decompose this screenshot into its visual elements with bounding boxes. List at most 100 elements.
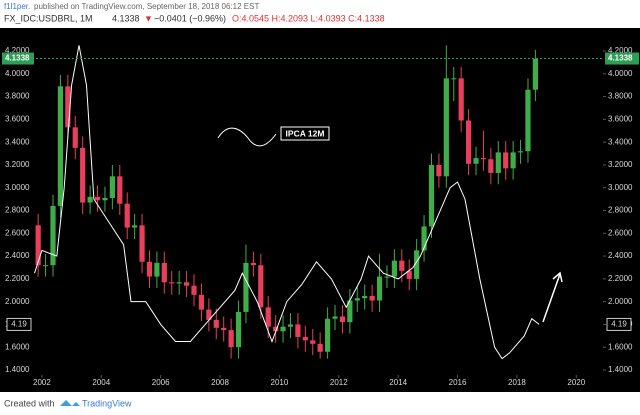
candle-body bbox=[317, 343, 323, 352]
candle-body bbox=[362, 295, 368, 299]
candle-body bbox=[347, 300, 353, 323]
candle-body bbox=[310, 340, 316, 344]
y-tick-label: 2.6000 bbox=[608, 228, 633, 237]
header-bar bbox=[0, 0, 640, 28]
y-tick-label: 1.4000 bbox=[5, 365, 30, 374]
y-tick-label: 1.6000 bbox=[5, 342, 30, 351]
candle-body bbox=[183, 282, 190, 286]
ipca-label: 4.19 bbox=[11, 320, 27, 329]
y-tick-label: 3.8000 bbox=[608, 92, 633, 101]
y-tick-label: 4.2000 bbox=[5, 46, 30, 55]
y-tick-label: 2.2000 bbox=[608, 274, 633, 283]
candle-body bbox=[287, 324, 294, 327]
price-label: 4.1338 bbox=[608, 54, 633, 63]
y-tick-label: 4.2000 bbox=[608, 46, 633, 55]
y-tick-label: 3.4000 bbox=[608, 137, 633, 146]
candle-body bbox=[124, 203, 130, 228]
candle-body bbox=[465, 120, 472, 164]
y-tick-label: 3.0000 bbox=[5, 183, 30, 192]
y-tick-label: 3.8000 bbox=[5, 92, 30, 101]
candle-body bbox=[451, 78, 457, 80]
candle-body bbox=[488, 159, 494, 173]
y-tick-label: 3.2000 bbox=[5, 160, 30, 169]
candle-body bbox=[42, 265, 49, 267]
published: published on TradingView.com, September … bbox=[34, 2, 259, 11]
candle-body bbox=[376, 276, 383, 301]
x-tick-label: 2010 bbox=[271, 378, 289, 387]
author[interactable]: f1l1per. bbox=[4, 2, 30, 11]
candle-body bbox=[273, 326, 279, 332]
candle-body bbox=[480, 158, 487, 160]
footer-created: Created with bbox=[4, 398, 55, 408]
y-tick-label: 2.8000 bbox=[5, 206, 30, 215]
y-tick-label: 3.0000 bbox=[608, 183, 633, 192]
candle-body bbox=[414, 250, 420, 279]
candle-body bbox=[221, 327, 227, 331]
candle-body bbox=[391, 260, 397, 277]
price-label: 4.1338 bbox=[5, 54, 30, 63]
candle-body bbox=[154, 262, 160, 277]
candle-body bbox=[421, 226, 427, 251]
y-tick-label: 3.2000 bbox=[608, 160, 633, 169]
candle-body bbox=[198, 294, 205, 310]
candle-body bbox=[94, 196, 101, 201]
candle-body bbox=[354, 298, 360, 301]
candle-body bbox=[428, 164, 435, 227]
candle-body bbox=[458, 78, 464, 121]
candle-body bbox=[258, 265, 264, 308]
candle-body bbox=[503, 152, 509, 169]
candle-body bbox=[176, 282, 182, 284]
annotation-box bbox=[280, 126, 330, 141]
candle-body bbox=[146, 261, 153, 277]
y-tick-label: 2.2000 bbox=[5, 274, 30, 283]
ohlc: O:4.0545 H:4.2093 L:4.0393 C:4.1338 bbox=[232, 13, 385, 23]
candle-body bbox=[473, 158, 479, 164]
change: −0.0401 (−0.96%) bbox=[154, 13, 226, 23]
symbol: FX_IDC:USDBRL, 1M bbox=[4, 13, 93, 23]
y-tick-label: 2.0000 bbox=[608, 297, 633, 306]
candle-body bbox=[228, 330, 234, 348]
x-tick-label: 2012 bbox=[330, 378, 348, 387]
candle-body bbox=[235, 311, 242, 348]
candle-body bbox=[399, 260, 405, 271]
y-tick-label: 2.8000 bbox=[608, 206, 633, 215]
y-tick-label: 2.6000 bbox=[5, 228, 30, 237]
candle-body bbox=[525, 89, 531, 152]
candle-body bbox=[65, 86, 71, 128]
candle-body bbox=[280, 326, 286, 332]
candle-body bbox=[332, 316, 338, 319]
price-label-box bbox=[2, 52, 34, 65]
candle-body bbox=[57, 86, 64, 206]
ipca-line bbox=[34, 45, 540, 360]
candle-body bbox=[139, 225, 145, 262]
candle-body bbox=[436, 164, 442, 177]
x-tick-label: 2016 bbox=[449, 378, 467, 387]
y-tick-label: 3.6000 bbox=[5, 114, 30, 123]
footer-brand[interactable]: TradingView bbox=[82, 398, 132, 408]
candle-body bbox=[510, 152, 516, 169]
candle-body bbox=[243, 262, 249, 312]
last: 4.1338 bbox=[112, 13, 140, 23]
candle-body bbox=[265, 307, 271, 327]
candle-body bbox=[117, 176, 123, 204]
candle-body bbox=[72, 127, 78, 148]
candle-body bbox=[369, 295, 375, 301]
squiggle bbox=[217, 127, 277, 147]
candle-body bbox=[87, 196, 93, 203]
candle-body bbox=[443, 78, 449, 177]
y-tick-label: 1.4000 bbox=[608, 365, 633, 374]
candle-body bbox=[384, 276, 390, 278]
candle-body bbox=[213, 319, 219, 328]
candle-body bbox=[339, 316, 346, 323]
y-tick-label: 4.0000 bbox=[5, 69, 30, 78]
x-tick-label: 2008 bbox=[211, 378, 229, 387]
y-tick-label: 1.6000 bbox=[608, 342, 633, 351]
candle-body bbox=[495, 152, 501, 173]
candle-body bbox=[406, 270, 412, 279]
candle-body bbox=[50, 205, 56, 266]
x-tick-label: 2014 bbox=[389, 378, 407, 387]
candle-body bbox=[109, 176, 115, 198]
candle-body bbox=[191, 285, 197, 295]
